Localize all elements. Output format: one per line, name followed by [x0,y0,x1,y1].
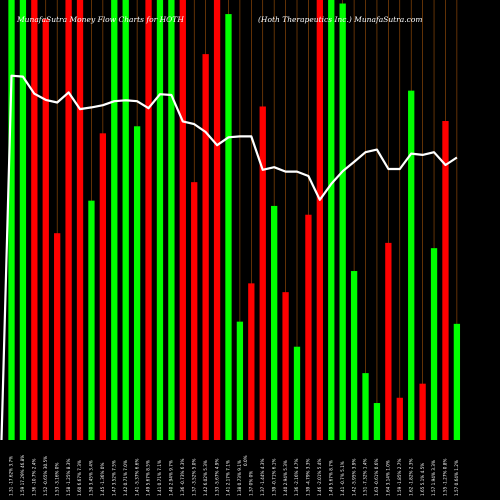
x-extra-label: 0.0% [243,455,248,466]
x-tick-label: 1.39 -0.71% 6.1% [271,459,276,496]
money-flow-bar [179,0,186,440]
money-flow-bar [111,0,118,440]
price-line-path [0,74,458,441]
money-flow-bar [373,403,381,440]
x-tick-label: 1.53 -3.16% 0% [54,463,59,496]
x-tick-label: 1.37 -1.44% 4.3% [260,459,265,496]
money-flow-bar [408,90,415,440]
x-tick-label: 1.41 -5.37% 6.6% [134,459,139,496]
money-flow-bar [145,0,152,440]
x-tick-label: 1.31 -17.62% 3.7% [9,456,14,496]
x-tick-label: 1.50 3.45% 3.4% [89,460,94,496]
chart-title: MunafaSutra Money Flow Charts for HOTH [17,15,184,24]
x-tick-label: 1.42 6.02% 5.3% [203,460,208,496]
x-tick-label: 1.36 -2.16% 4.7% [294,459,299,496]
x-tick-label: 1.52 -0.65% 30.5% [43,456,48,496]
money-flow-bar [156,0,164,440]
x-tick-label: 1.64 3.14% 1.0% [386,460,391,496]
x-tick-label: 1.51 -7.32% 1.4% [363,459,368,496]
x-tick-label: 1.41 -0.7% 5.1% [340,461,345,496]
money-flow-bar [8,0,15,440]
x-tick-label: 1.36 -10.7% 2.4% [32,459,37,496]
money-flow-bar [385,242,392,440]
x-tick-label: 1.59 17.29% 46.8% [20,455,25,496]
money-flow-bar [213,0,221,440]
x-tick-label: 1.41 0.71% 7.1% [157,460,162,496]
money-flow-bar [350,271,358,440]
x-tick-label: 1.63 -0.61% 0.6% [374,459,379,496]
x-tick-label: 1.59 -1.85% 2.7% [397,459,402,496]
money-flow-bar [271,205,278,440]
x-tick-label: 1.55 -1.27% 0.8% [443,459,448,496]
money-flow-bar [122,0,129,440]
x-tick-label: 1.42 0.71% 7.0% [123,460,128,496]
money-flow-bar [202,54,209,441]
money-flow-bar [442,121,449,440]
x-tick-label: 1.49 5.67% 8.7% [328,460,333,496]
money-flow-bar [133,126,141,440]
money-flow-bar [168,0,175,440]
x-tick-label: 1.33 -5.67% 4.9% [214,459,219,496]
x-tick-label: 1.60 6.67% 7.3% [77,460,82,496]
money-flow-bar [31,0,38,440]
x-tick-label: 1.39 -4.79% 3.3% [306,459,311,496]
money-flow-bar [19,0,27,440]
money-flow-bar [248,283,255,440]
money-flow-bar [339,3,346,441]
money-flow-bar [259,106,266,440]
money-flow-bar [225,14,232,441]
money-flow-bar [65,0,72,440]
money-flow-bar [453,323,461,440]
money-flow-bar [42,18,49,440]
x-tick-label: 1.49 5.67% 8.5% [146,460,151,496]
money-flow-bar [282,292,289,440]
x-tick-label: 1.36 -0.73% 6.3% [180,459,185,496]
x-tick-label: 1.65 5.1% 4.5% [420,463,425,496]
x-tick-label: 1.58 -1.25% 8.3% [66,459,71,496]
money-flow-bar [76,0,84,440]
x-tick-label: 1.46 -2.01% 5.4% [317,459,322,496]
money-flow-bar [293,346,301,440]
money-flow-bar [191,182,198,440]
x-tick-label: 1.62 -1.82% 2.3% [408,459,413,496]
x-tick-label: 1.41 2.17% 7.1% [226,460,231,496]
money-flow-bar [362,373,369,440]
money-flow-bar [305,214,312,440]
money-flow-bar [316,0,323,440]
x-tick-label: 1.38 0.73% 9.1% [237,460,242,496]
money-flow-bar [419,383,426,440]
money-flow-bar [430,248,438,440]
money-flow-bar [328,0,335,440]
x-tick-label: 1.47 3.52% 7.5% [111,460,116,496]
chart-subtitle: (Hoth Therapeutics Inc.) MunafaSutra.com [258,15,423,24]
x-tick-label: 1.42 -5.95% 3.9% [351,459,356,496]
x-axis-labels: 1.31 -17.62% 3.7% 1.59 17.29% 46.8% 1.36 -… [9,455,459,496]
money-flow-bar [396,397,403,440]
x-tick-label: 1.57 0.64% 1.2% [454,460,459,496]
price-line [0,74,458,441]
x-tick-label: 1.57 1.94% 3.3% [431,460,436,496]
money-flow-bar [54,233,61,440]
x-tick-label: 1.37 0% 0% [249,471,254,496]
money-flow-bar [236,321,244,440]
money-flow-bar [88,200,95,440]
x-tick-label: 1.40 2.94% 9.7% [169,460,174,496]
money-flow-bars [8,0,461,441]
money-flow-bar [99,133,107,440]
x-tick-label: 1.45 -1.36% 0% [100,463,105,496]
x-tick-label: 1.40 2.94% 5.3% [283,460,288,496]
x-tick-label: 1.37 -3.52% 5.0% [191,459,196,496]
